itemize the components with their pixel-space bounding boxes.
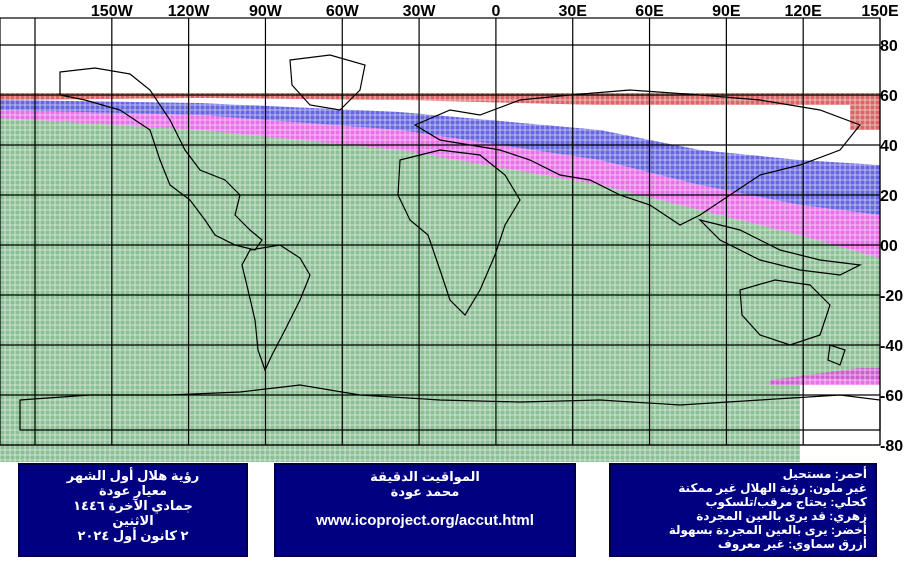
longitude-label: 0 [491,3,500,20]
longitude-label: 60E [635,3,664,20]
legend-none: غير ملون: رؤية الهلال غير ممكنة [678,481,867,495]
longitude-labels: 150W120W90W60W30W030E60E90E120E150E180E [91,3,899,20]
date-line: ٢ كانون أول ٢٠٢٤ [77,528,189,543]
accurate-times-line: المواقيت الدقيقة [370,469,480,484]
month-line: جمادي الآخرة ١٤٤٦ [73,498,193,513]
map-frame [0,17,881,446]
longitude-label: 90E [712,3,741,20]
legend-magenta: زهري: قد يرى بالعين المجردة [696,509,867,523]
texture-overlay [0,93,880,462]
longitude-label: 150E [861,3,899,20]
longitude-label: 90W [249,3,283,20]
latitude-label: 20 [880,188,898,205]
credits-box: المواقيت الدقيقة محمد عودة www.icoprojec… [274,463,576,557]
longitude-label: 30W [403,3,437,20]
latitude-label: 80 [880,38,898,55]
longitude-label: 30E [558,3,587,20]
latitude-label: -40 [880,338,903,355]
title-line: رؤية هلال أول الشهر [66,468,200,483]
legend-blue: كحلي: يحتاج مرقب/تلسكوب [705,495,867,509]
legend-green: أخضر: يرى بالعين المجردة بسهولة [668,523,867,537]
longitude-label: 60W [326,3,360,20]
author-line: محمد عودة [390,484,460,499]
latitude-label: -80 [880,438,903,455]
title-box: رؤية هلال أول الشهر معيار عودة جمادي الآ… [18,463,248,557]
latitude-labels: 80 60 40 20 00 -20 -40 -60 -80 [880,38,903,455]
legend-cyan: أزرق سماوي: غير معروف [717,537,867,551]
criterion-line: معيار عودة [98,483,168,498]
lat-lon-grid [0,17,881,446]
website-link[interactable]: www.icoproject.org/accut.html [316,512,534,529]
legend-box: أحمر: مستحيل غير ملون: رؤية الهلال غير م… [609,463,877,557]
latitude-label: -60 [880,388,903,405]
weekday-line: الاثنين [112,513,154,528]
latitude-label: 40 [880,138,898,155]
longitude-label: 120W [168,3,211,20]
zone-texture [0,93,880,462]
latitude-label: -20 [880,288,903,305]
legend-red: أحمر: مستحيل [782,467,867,481]
longitude-label: 120E [784,3,822,20]
longitude-label: 150W [91,3,134,20]
latitude-label: 00 [880,238,898,255]
visibility-map: 150W120W90W60W30W030E60E90E120E150E180E … [0,3,904,462]
latitude-label: 60 [880,88,898,105]
